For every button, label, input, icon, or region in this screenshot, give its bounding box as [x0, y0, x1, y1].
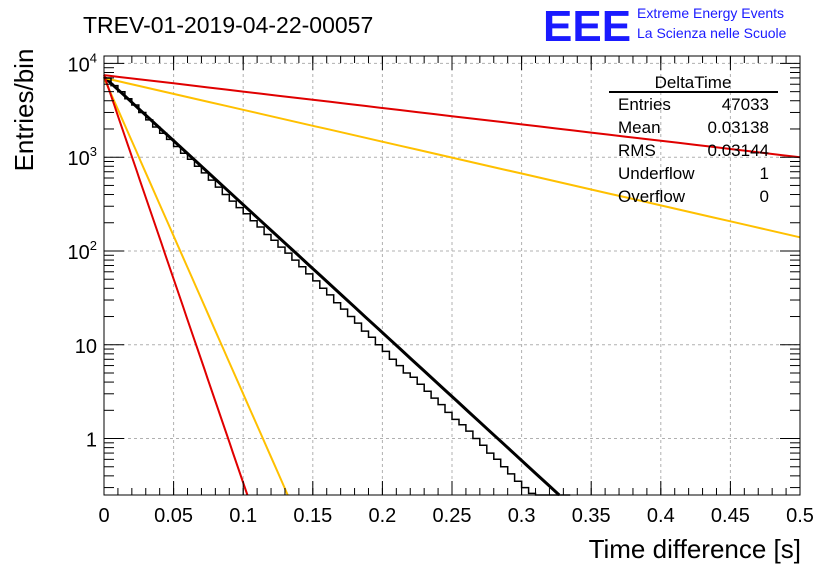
stats-label: Mean — [618, 118, 661, 137]
ticks — [103, 56, 801, 495]
stats-box: DeltaTime Entries 47033 Mean 0.03138 RMS 0.03… — [609, 73, 778, 206]
y-axis-label: Entries/bin — [9, 49, 39, 172]
y-tick-label: 103 — [68, 144, 97, 170]
x-tick-label: 0.2 — [368, 505, 396, 527]
stats-rows: Entries 47033 Mean 0.03138 RMS 0.03144 Underfl… — [618, 95, 769, 206]
stats-label: Overflow — [618, 187, 686, 206]
stats-value: 0 — [760, 187, 769, 206]
logo-mark: EEE — [543, 2, 631, 51]
fit-curve-3 — [103, 77, 289, 496]
x-tick-labels: 0 0.05 0.1 0.15 0.2 0.25 0.3 0.35 0.4 0.45 0.5 — [98, 505, 813, 527]
y-tick-label: 102 — [68, 238, 97, 264]
histogram-steps — [104, 77, 571, 496]
y-tick-label: 10 — [75, 336, 97, 358]
x-tick-label: 0 — [98, 505, 109, 527]
y-tick-label: 104 — [68, 50, 97, 76]
logo-line-1: Extreme Energy Events — [637, 5, 784, 21]
stats-value: 0.03138 — [708, 118, 769, 137]
chart-title: TREV-01-2019-04-22-00057 — [83, 12, 373, 38]
x-tick-label: 0.4 — [647, 505, 675, 527]
x-tick-label: 0.5 — [786, 505, 814, 527]
stats-label: RMS — [618, 141, 656, 160]
x-tick-label: 0.25 — [433, 505, 472, 527]
y-tick-label: 1 — [86, 430, 97, 452]
x-tick-label: 0.35 — [572, 505, 611, 527]
histogram — [104, 77, 571, 496]
stats-label: Entries — [618, 95, 671, 114]
x-tick-label: 0.05 — [154, 505, 193, 527]
fit-curve-2 — [103, 77, 801, 239]
grid — [104, 56, 800, 495]
logo-line-2: La Scienza nelle Scuole — [637, 25, 787, 41]
x-tick-label: 0.45 — [711, 505, 750, 527]
x-axis-label: Time difference [s] — [589, 534, 801, 564]
stats-value: 47033 — [722, 95, 769, 114]
stats-value: 1 — [760, 164, 769, 183]
fit-curve-4 — [103, 74, 249, 496]
eee-logo: EEE Extreme Energy Events La Scienza nel… — [543, 2, 787, 51]
fit-curve-1 — [103, 74, 801, 159]
x-tick-label: 0.3 — [508, 505, 536, 527]
stats-label: Underflow — [618, 164, 695, 183]
stats-title: DeltaTime — [655, 73, 732, 92]
x-tick-label: 0.15 — [293, 505, 332, 527]
stats-value: 0.03144 — [708, 141, 769, 160]
x-tick-label: 0.1 — [229, 505, 257, 527]
